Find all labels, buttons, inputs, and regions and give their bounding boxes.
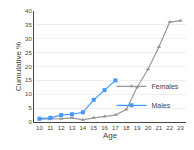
svg-text:10: 10 [36,125,43,131]
svg-text:0: 0 [28,119,32,125]
svg-text:17: 17 [112,125,119,131]
svg-text:40: 40 [25,8,32,14]
svg-text:25: 25 [25,50,32,56]
svg-text:Males: Males [151,102,170,109]
svg-text:15: 15 [25,77,32,83]
svg-text:12: 12 [58,125,65,131]
svg-text:20: 20 [25,64,32,70]
svg-text:14: 14 [80,125,87,131]
svg-text:Cumulative %: Cumulative % [14,42,23,91]
svg-text:Age: Age [103,131,118,140]
svg-text:5: 5 [28,105,32,111]
svg-text:18: 18 [123,125,130,131]
svg-text:11: 11 [47,125,54,131]
svg-text:21: 21 [156,125,163,131]
svg-text:23: 23 [177,125,184,131]
svg-text:10: 10 [25,91,32,97]
svg-text:Females: Females [151,83,178,90]
svg-text:15: 15 [90,125,97,131]
svg-text:16: 16 [101,125,108,131]
svg-text:22: 22 [166,125,173,131]
svg-text:13: 13 [69,125,76,131]
svg-text:35: 35 [25,22,32,28]
svg-text:30: 30 [25,36,32,42]
svg-text:20: 20 [145,125,152,131]
svg-text:19: 19 [134,125,141,131]
